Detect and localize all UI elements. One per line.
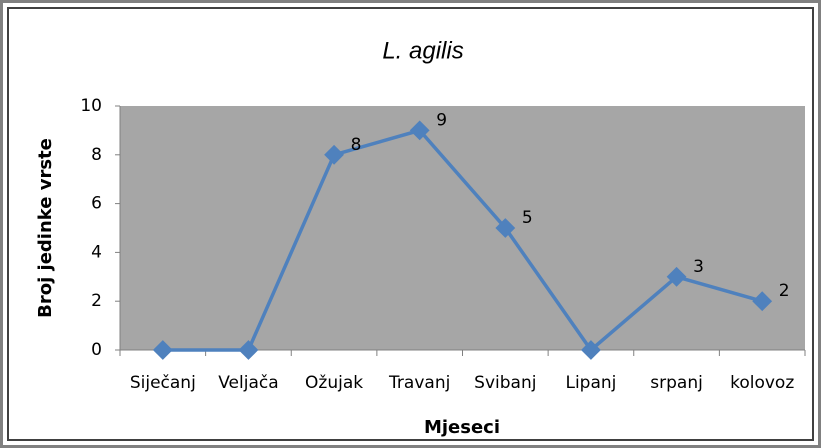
data-point [152,340,173,360]
x-tick-label: Ožujak [305,373,363,393]
plot-area [120,106,805,350]
x-tick-label: Svibanj [474,373,536,393]
data-point [238,340,259,360]
data-label: 2 [779,281,790,301]
x-tick-label: Siječanj [130,373,196,393]
chart-title: L. agilis [382,37,463,64]
y-tick-label: 2 [91,291,102,311]
x-tick-label: kolovoz [730,373,794,393]
data-label: 9 [436,110,447,130]
data-point [409,120,430,141]
x-axis-label: Mjeseci [424,417,500,438]
x-tick-label: Travanj [388,373,450,393]
data-point [495,218,516,238]
y-axis-label: Broj jedinke vrste [35,138,56,318]
x-tick-label: srpanj [650,373,703,393]
y-tick-label: 4 [91,242,102,262]
x-tick-label: Lipanj [565,373,616,393]
data-line [162,128,763,353]
y-tick-label: 6 [91,194,102,214]
data-label: 8 [351,135,362,155]
y-tick-label: 8 [91,145,102,165]
data-point [666,266,687,287]
y-tick-label: 10 [80,96,102,116]
data-label: 5 [522,208,533,228]
data-point [752,291,773,312]
x-tick-label: Veljača [218,373,278,393]
data-point [581,340,601,360]
data-point [324,144,344,165]
y-tick-label: 0 [91,340,102,360]
data-label: 3 [693,257,704,277]
inner-frame [7,7,814,441]
